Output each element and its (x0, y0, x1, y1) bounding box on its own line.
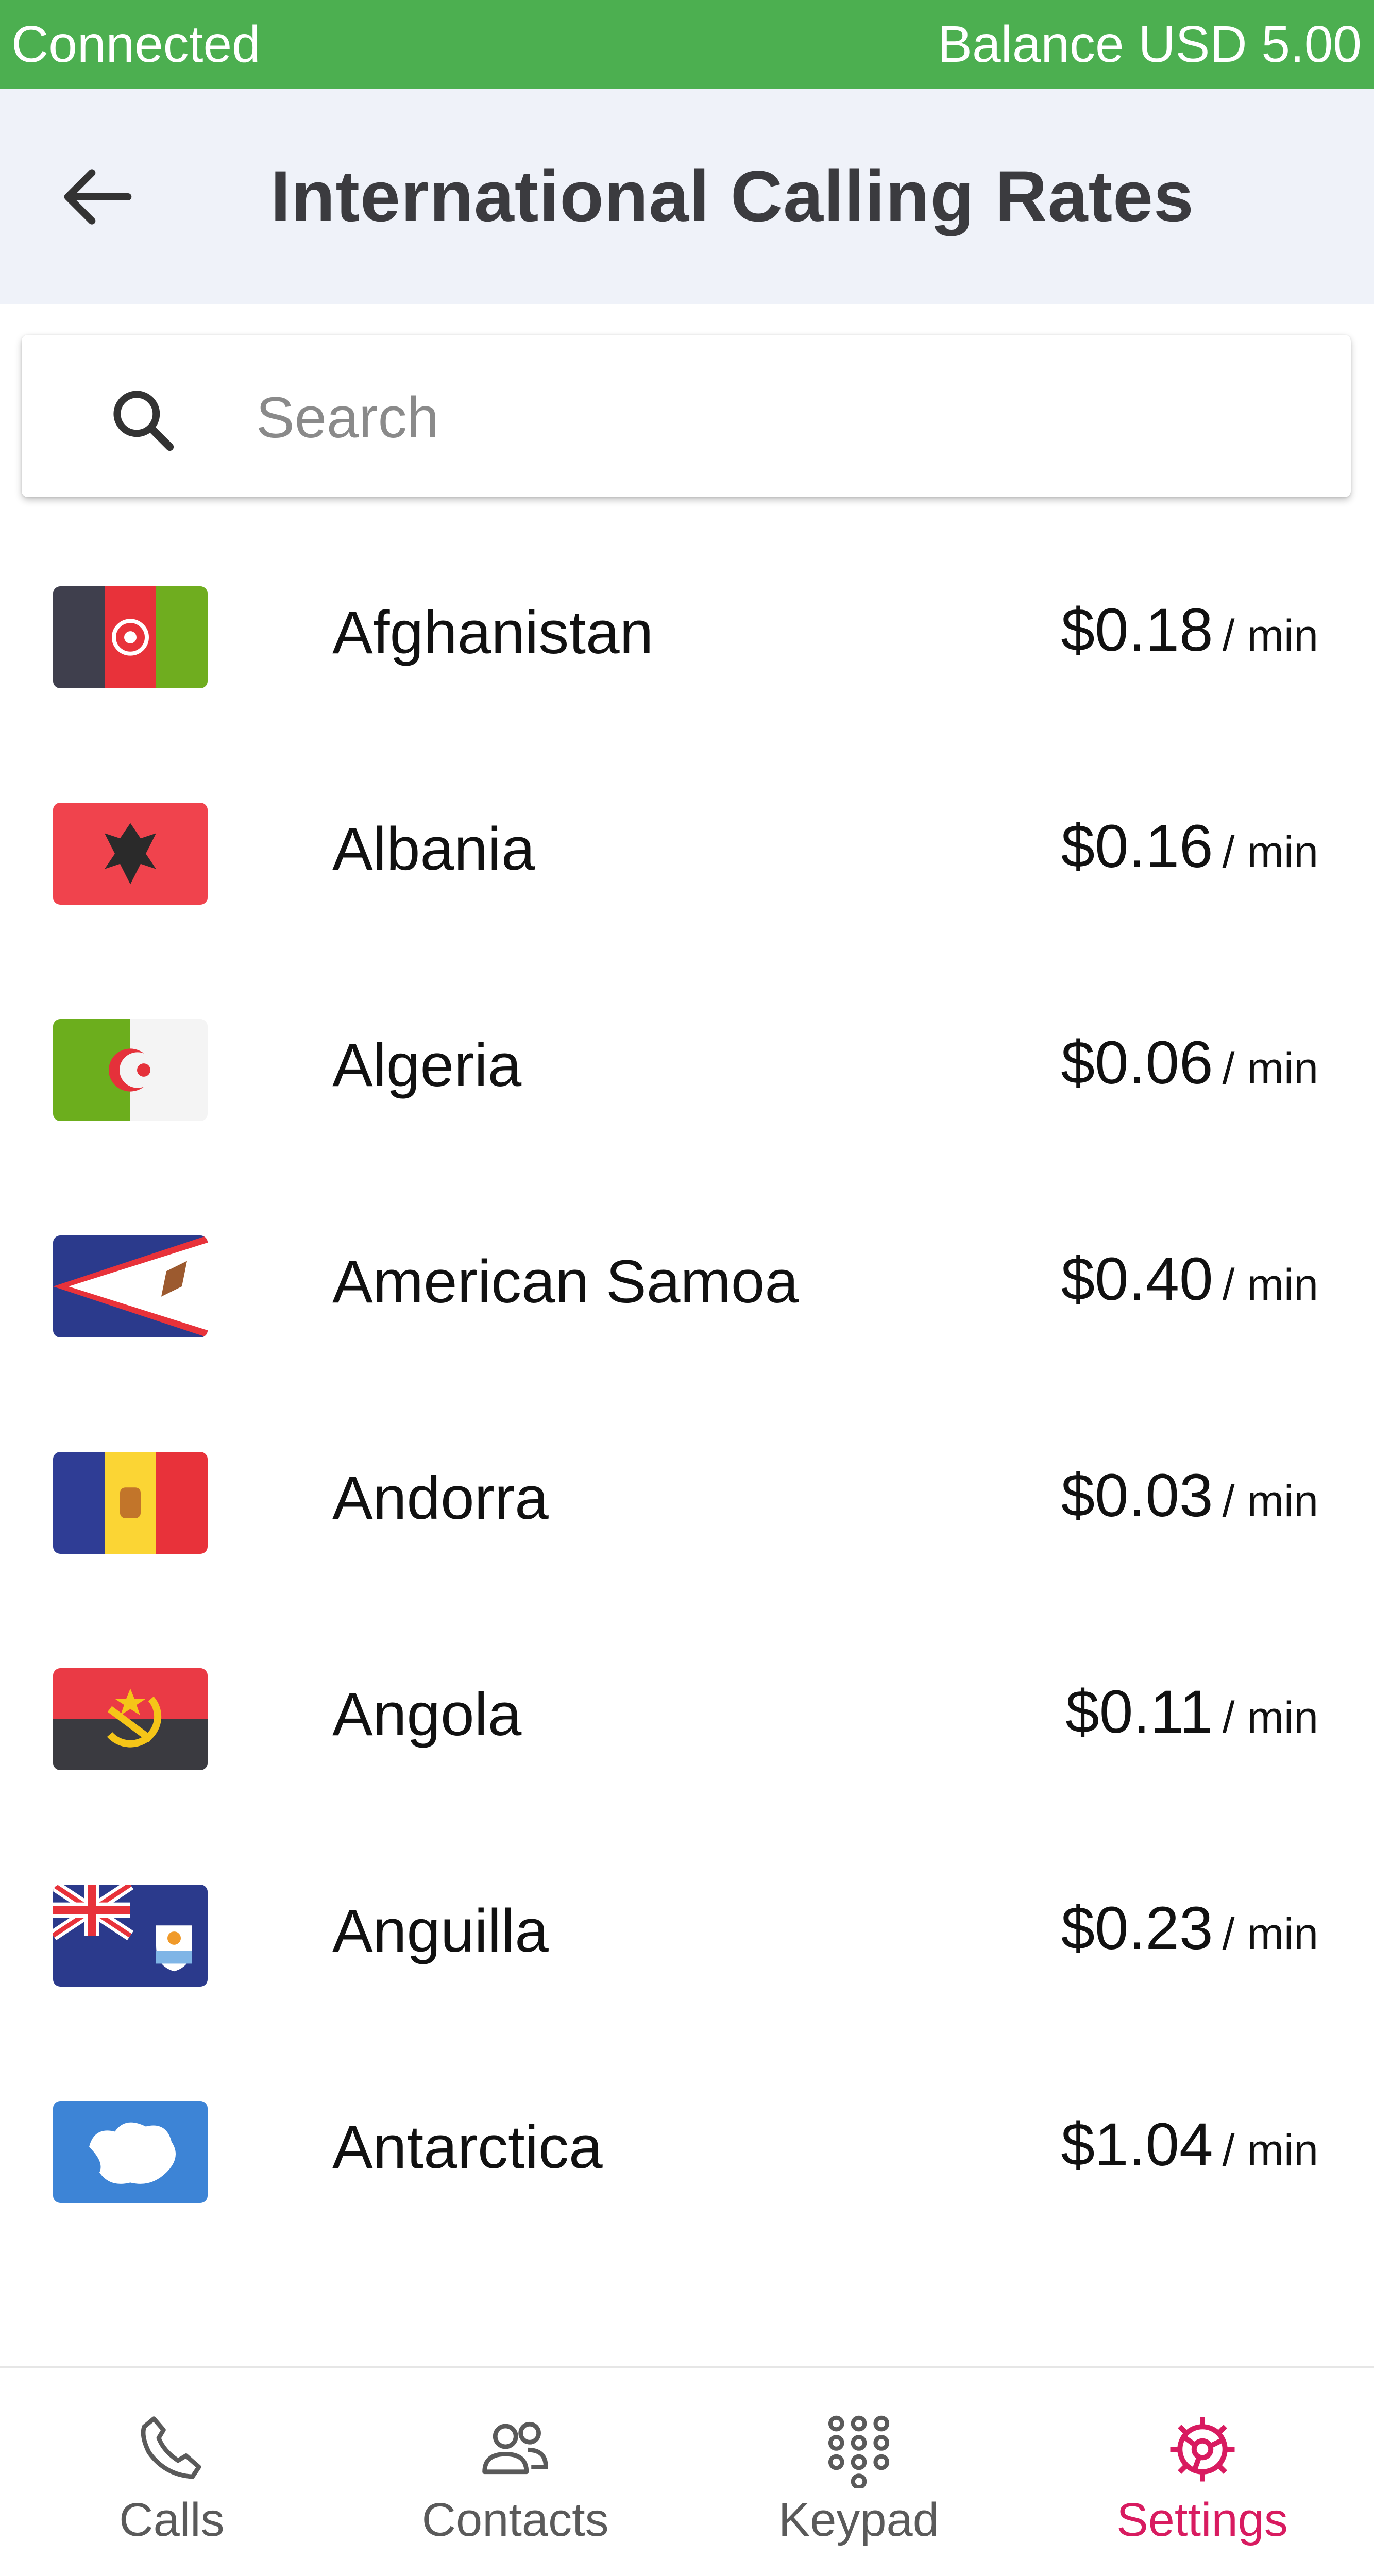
price-value: $1.04 (1061, 2111, 1213, 2179)
app-bar: International Calling Rates (0, 89, 1374, 304)
price-value: $0.03 (1061, 1462, 1213, 1530)
price-unit: / min (1222, 1693, 1318, 1742)
price-unit: / min (1222, 2126, 1318, 2175)
nav-settings[interactable]: Settings (1030, 2368, 1374, 2576)
back-arrow-icon (64, 169, 132, 225)
country-name: Anguilla (332, 1897, 549, 1965)
price-value: $0.40 (1061, 1245, 1213, 1313)
american-samoa-flag-icon (53, 1235, 208, 1337)
country-name: American Samoa (332, 1248, 799, 1316)
rate-price: $1.04/ min (1061, 2110, 1318, 2180)
price-value: $0.23 (1061, 1894, 1213, 1962)
rate-price: $0.16/ min (1061, 811, 1318, 882)
rate-price: $0.11/ min (1065, 1677, 1318, 1747)
keypad-icon (828, 2415, 889, 2488)
country-name: Afghanistan (332, 599, 654, 667)
price-unit: / min (1222, 611, 1318, 660)
status-bar: Connected Balance USD 5.00 (0, 0, 1374, 89)
anguilla-flag-icon (53, 1885, 208, 1987)
nav-label: Settings (1116, 2494, 1288, 2546)
antarctica-flag-icon (53, 2101, 208, 2203)
albania-flag-icon (53, 803, 208, 905)
rate-row-afghanistan[interactable]: Afghanistan $0.18/ min (0, 556, 1374, 773)
country-name: Algeria (332, 1031, 522, 1099)
bottom-navigation: Calls Contacts Keypad (0, 2366, 1374, 2576)
price-unit: / min (1222, 1260, 1318, 1310)
nav-label: Contacts (421, 2494, 609, 2546)
country-name: Antarctica (332, 2113, 603, 2181)
rate-price: $0.23/ min (1061, 1893, 1318, 1963)
back-button[interactable] (57, 161, 139, 233)
search-bar[interactable] (22, 335, 1351, 497)
rate-row-angola[interactable]: Angola $0.11/ min (0, 1638, 1374, 1855)
nav-label: Calls (119, 2494, 225, 2546)
page-title: International Calling Rates (270, 156, 1194, 236)
balance-display: Balance USD 5.00 (938, 15, 1362, 73)
phone-icon (141, 2416, 201, 2479)
algeria-flag-icon (53, 1019, 208, 1121)
nav-contacts[interactable]: Contacts (344, 2368, 687, 2576)
rate-price: $0.06/ min (1061, 1028, 1318, 1098)
rate-row-american-samoa[interactable]: American Samoa $0.40/ min (0, 1206, 1374, 1422)
country-name: Angola (332, 1681, 522, 1749)
price-value: $0.18 (1061, 596, 1213, 664)
angola-flag-icon (53, 1668, 208, 1770)
rate-row-algeria[interactable]: Algeria $0.06/ min (0, 989, 1374, 1206)
search-icon (113, 391, 174, 451)
rate-price: $0.40/ min (1061, 1244, 1318, 1314)
andorra-flag-icon (53, 1452, 208, 1554)
price-unit: / min (1222, 1477, 1318, 1526)
rate-row-antarctica[interactable]: Antarctica $1.04/ min (0, 2071, 1374, 2287)
nav-label: Keypad (778, 2494, 939, 2546)
price-value: $0.16 (1061, 812, 1213, 880)
price-value: $0.11 (1065, 1678, 1213, 1746)
country-name: Albania (332, 815, 535, 883)
rate-row-andorra[interactable]: Andorra $0.03/ min (0, 1422, 1374, 1638)
nav-calls[interactable]: Calls (0, 2368, 344, 2576)
rates-list: Afghanistan $0.18/ min Albania $0.16/ mi… (0, 556, 1374, 2287)
search-input[interactable] (256, 366, 1312, 469)
country-name: Andorra (332, 1464, 549, 1532)
rate-row-anguilla[interactable]: Anguilla $0.23/ min (0, 1855, 1374, 2071)
price-value: $0.06 (1061, 1029, 1213, 1097)
afghanistan-flag-icon (53, 586, 208, 688)
rate-row-albania[interactable]: Albania $0.16/ min (0, 773, 1374, 989)
contacts-icon (482, 2421, 548, 2475)
gear-icon (1170, 2417, 1235, 2482)
price-unit: / min (1222, 827, 1318, 877)
rate-price: $0.03/ min (1061, 1461, 1318, 1531)
rate-price: $0.18/ min (1061, 595, 1318, 665)
price-unit: / min (1222, 1044, 1318, 1093)
nav-keypad[interactable]: Keypad (687, 2368, 1031, 2576)
connection-status: Connected (11, 15, 261, 73)
price-unit: / min (1222, 1909, 1318, 1959)
